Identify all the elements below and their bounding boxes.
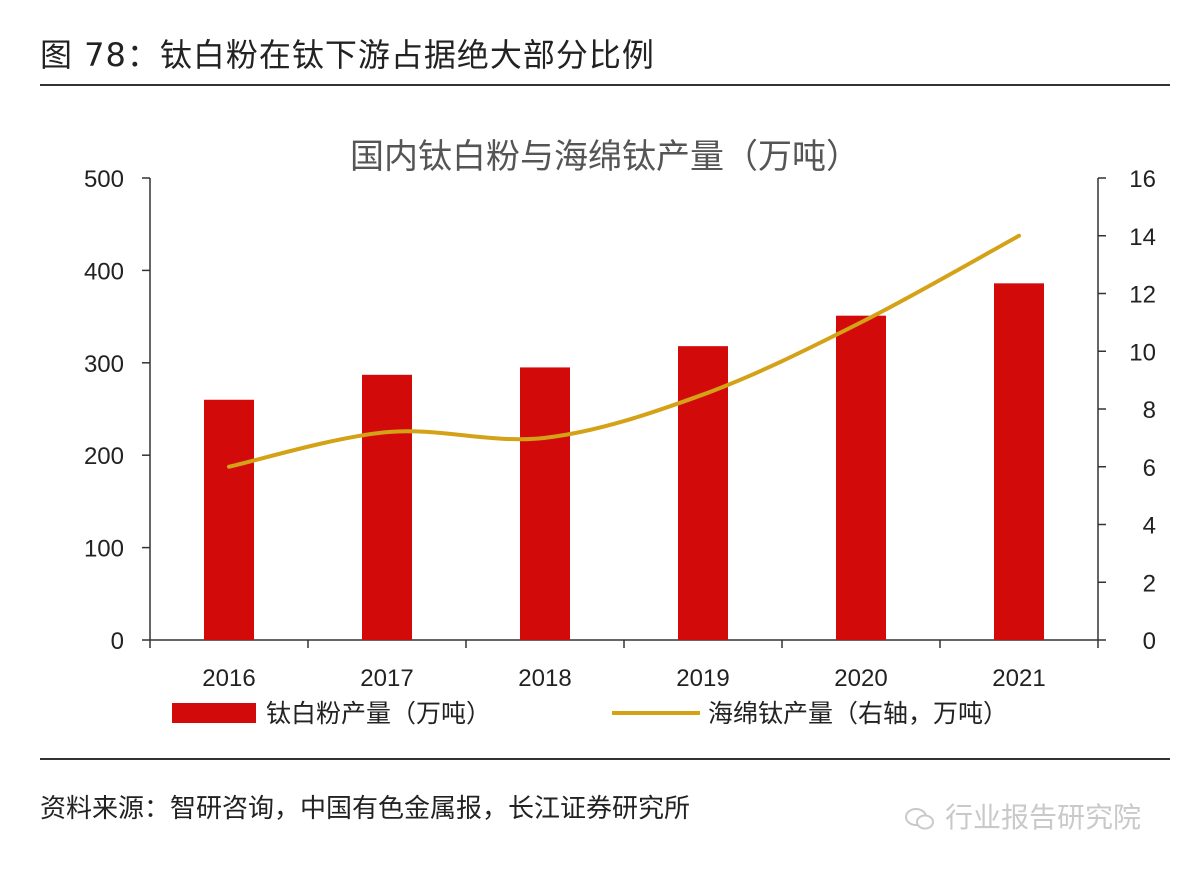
left-tick-label: 300: [84, 351, 124, 378]
right-tick-label: 10: [1129, 339, 1156, 366]
left-tick-label: 100: [84, 536, 124, 563]
right-tick-label: 16: [1129, 166, 1156, 193]
left-tick-label: 400: [84, 258, 124, 285]
right-tick-label: 12: [1129, 282, 1156, 309]
x-tick-label: 2020: [834, 665, 887, 692]
x-tick-label: 2021: [992, 665, 1045, 692]
top-rule: [40, 84, 1170, 86]
right-tick-label: 4: [1143, 513, 1156, 540]
line-series: [227, 233, 1021, 469]
x-tick-label: 2018: [518, 665, 571, 692]
right-tick-label: 14: [1129, 224, 1156, 251]
right-tick-label: 8: [1143, 397, 1156, 424]
right-tick-label: 6: [1143, 455, 1156, 482]
bar-2018: [520, 367, 570, 640]
bar-2021: [994, 283, 1044, 640]
chart: 国内钛白粉与海绵钛产量（万吨） 0 100 200 300 400 500 0 2 4 6 8 10 1…: [84, 137, 1156, 728]
bar-2020: [836, 315, 886, 640]
wechat-icon: [905, 808, 934, 830]
legend: 钛白粉产量（万吨） 海绵钛产量（右轴，万吨）: [172, 699, 1008, 728]
left-tick-label: 200: [84, 443, 124, 470]
legend-line-label: 海绵钛产量（右轴，万吨）: [708, 699, 1008, 728]
x-axis-labels: 2016 2017 2018 2019 2020 2021: [202, 665, 1045, 692]
figure-title: 图 78：钛白粉在钛下游占据绝大部分比例: [40, 36, 655, 74]
line-path: [227, 233, 1021, 469]
left-tick-label: 500: [84, 166, 124, 193]
chart-title: 国内钛白粉与海绵钛产量（万吨）: [350, 137, 860, 177]
left-tick-label: 0: [111, 628, 124, 655]
bar-2019: [678, 346, 728, 640]
watermark-text: 行业报告研究院: [945, 801, 1142, 834]
right-tick-label: 2: [1143, 570, 1156, 597]
bar-2017: [362, 374, 412, 640]
legend-bar-label: 钛白粉产量（万吨）: [266, 699, 491, 728]
legend-bar-swatch: [172, 703, 256, 723]
bottom-rule: [40, 758, 1170, 760]
bar-series: [204, 283, 1044, 640]
chart-axes: 0 100 200 300 400 500 0 2 4 6 8 10 12 14 16: [84, 166, 1156, 655]
right-tick-label: 0: [1143, 628, 1156, 655]
bar-2016: [204, 399, 254, 640]
x-tick-label: 2017: [360, 665, 413, 692]
x-tick-label: 2019: [676, 665, 729, 692]
source-note: 资料来源：智研咨询，中国有色金属报，长江证券研究所: [40, 794, 691, 824]
watermark: 行业报告研究院: [905, 796, 1141, 836]
x-tick-label: 2016: [202, 665, 255, 692]
